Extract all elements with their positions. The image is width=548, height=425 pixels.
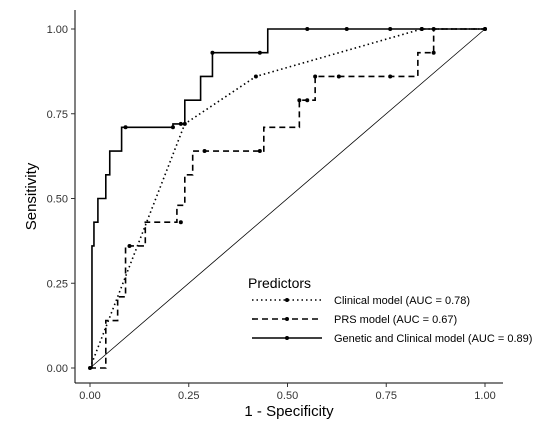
- legend: Predictors Clinical model (AUC = 0.78) PR…: [248, 275, 532, 345]
- data-point: [483, 27, 487, 31]
- y-tick-label: 0.50: [47, 194, 68, 206]
- y-tick-label: 0.00: [47, 363, 68, 375]
- data-point: [178, 220, 183, 225]
- data-point: [127, 243, 132, 248]
- legend-title: Predictors: [248, 275, 311, 291]
- data-point: [336, 74, 341, 79]
- data-point: [305, 98, 310, 103]
- data-point: [178, 121, 183, 126]
- legend-key-point: [285, 298, 289, 302]
- legend-key-point: [285, 317, 289, 321]
- y-tick-label: 0.25: [47, 278, 68, 290]
- legend-label: Genetic and Clinical model (AUC = 0.89): [334, 333, 532, 345]
- y-tick-label: 1.00: [47, 24, 68, 36]
- series-line-1: [90, 28, 485, 369]
- y-axis-title: Sensitivity: [23, 162, 40, 230]
- y-tick-label: 0.75: [47, 109, 68, 121]
- data-point: [313, 74, 318, 79]
- data-point: [297, 98, 302, 103]
- axes-layer: 0.00 0.25 0.50 0.75 1.00 0.00 0.25 0.50 0.75 1.00: [47, 10, 503, 402]
- data-point: [431, 50, 436, 55]
- data-point: [388, 74, 393, 79]
- series-layer: [88, 27, 487, 370]
- data-point: [202, 149, 207, 154]
- legend-label: Clinical model (AUC = 0.78): [334, 295, 470, 307]
- data-point: [257, 50, 262, 55]
- x-tick-label: 0.25: [178, 390, 199, 402]
- x-tick-label: 0.75: [376, 390, 397, 402]
- data-point: [210, 50, 215, 55]
- reference-diagonal-layer: [89, 28, 486, 369]
- x-tick-label: 1.00: [474, 390, 495, 402]
- legend-label: PRS model (AUC = 0.67): [334, 314, 457, 326]
- data-point: [305, 27, 310, 31]
- x-tick-label: 0.00: [79, 390, 100, 402]
- data-point: [253, 74, 258, 79]
- data-point: [431, 27, 436, 31]
- series-2: [90, 27, 487, 369]
- data-point: [123, 125, 128, 130]
- data-point: [419, 27, 424, 31]
- data-point: [257, 149, 262, 154]
- data-point: [388, 27, 393, 31]
- x-tick-label: 0.50: [277, 390, 298, 402]
- data-point: [170, 125, 175, 130]
- series-1: [90, 28, 485, 369]
- data-point: [344, 27, 349, 31]
- series-line-2: [90, 28, 485, 369]
- x-axis-title: 1 - Specificity: [244, 403, 334, 420]
- reference-diagonal-line: [89, 28, 486, 369]
- legend-key-point: [285, 336, 289, 340]
